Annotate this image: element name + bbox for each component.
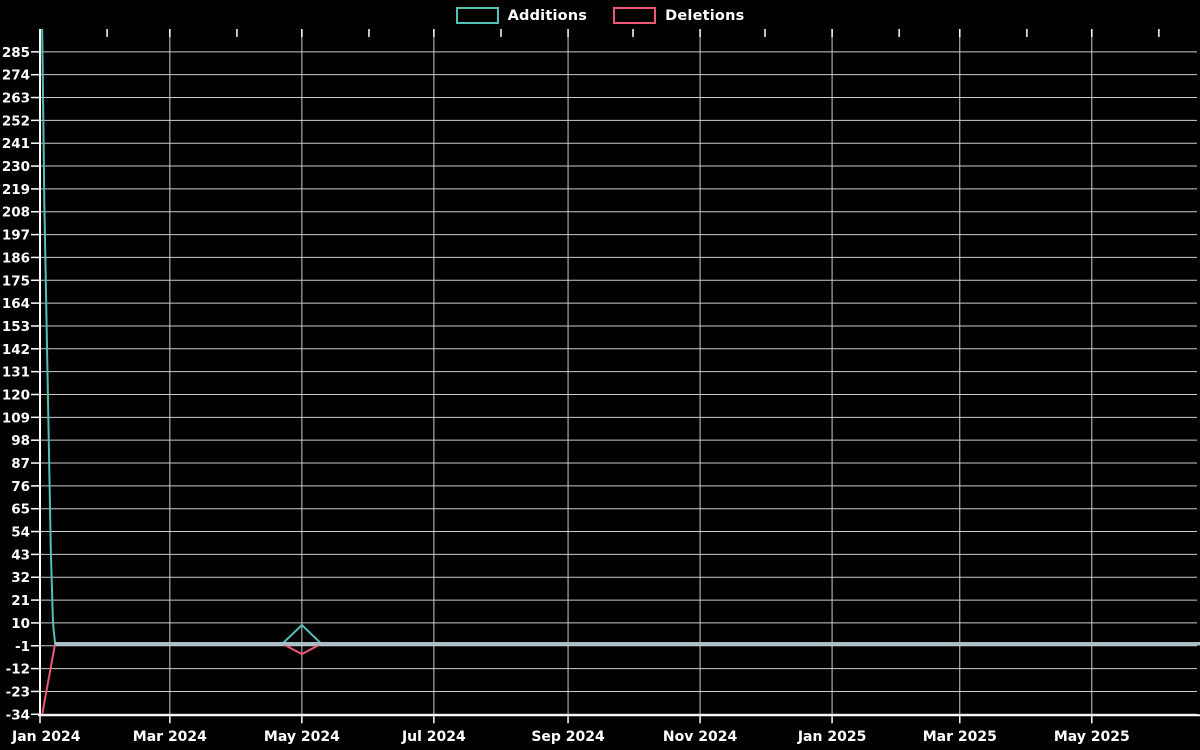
y-tick-label: 21 [11, 593, 30, 609]
legend-item-deletions: Deletions [613, 7, 744, 24]
deletions-legend-label: Deletions [665, 7, 745, 24]
series-line-deletions [41, 642, 1200, 715]
y-tick-label: 131 [2, 365, 30, 381]
x-tick-label: May 2025 [1054, 729, 1130, 745]
y-tick-label: 263 [2, 91, 30, 107]
x-tick-label: Jan 2025 [797, 729, 866, 745]
y-tick-label: 241 [2, 136, 30, 152]
y-tick-label: 274 [2, 68, 30, 84]
x-tick-label: Mar 2024 [133, 729, 207, 745]
y-tick-label: -1 [15, 639, 30, 655]
y-tick-label: 252 [2, 113, 30, 129]
y-tick-label: 142 [2, 342, 30, 358]
x-tick-label: May 2024 [264, 729, 340, 745]
x-tick-label: Mar 2025 [923, 729, 997, 745]
y-tick-label: 87 [11, 456, 30, 472]
y-tick-label: 208 [2, 205, 30, 221]
y-tick-label: 32 [11, 570, 30, 586]
x-tick-label: Jan 2024 [11, 729, 81, 745]
y-tick-label: 175 [2, 273, 30, 289]
y-tick-label: 76 [11, 479, 30, 495]
legend-item-additions: Additions [455, 7, 588, 24]
deletions-swatch-icon [613, 7, 657, 24]
y-tick-label: 219 [2, 182, 30, 198]
series-line-additions [41, 28, 1200, 645]
y-tick-label: 153 [2, 319, 30, 335]
y-tick-label: 98 [11, 433, 30, 449]
x-tick-label: Jul 2024 [401, 729, 466, 745]
y-tick-label: 285 [2, 45, 30, 61]
y-tick-label: -23 [6, 684, 30, 700]
y-tick-label: 43 [11, 547, 30, 563]
additions-legend-label: Additions [507, 7, 588, 24]
y-tick-label: 65 [11, 502, 30, 518]
y-tick-label: 186 [2, 250, 30, 266]
additions-swatch-icon [455, 7, 499, 24]
x-tick-label: Sep 2024 [531, 729, 605, 745]
y-tick-label: 109 [2, 410, 30, 426]
y-tick-label: 197 [2, 228, 30, 244]
chart-legend: Additions Deletions [0, 7, 1200, 24]
y-tick-label: 230 [2, 159, 30, 175]
y-tick-label: 10 [11, 616, 30, 632]
x-tick-label: Nov 2024 [663, 729, 738, 745]
y-tick-label: 54 [11, 525, 30, 541]
y-tick-label: -34 [6, 707, 30, 723]
y-tick-label: 120 [2, 387, 30, 403]
y-tick-label: -12 [6, 662, 30, 678]
y-tick-label: 164 [2, 296, 30, 312]
